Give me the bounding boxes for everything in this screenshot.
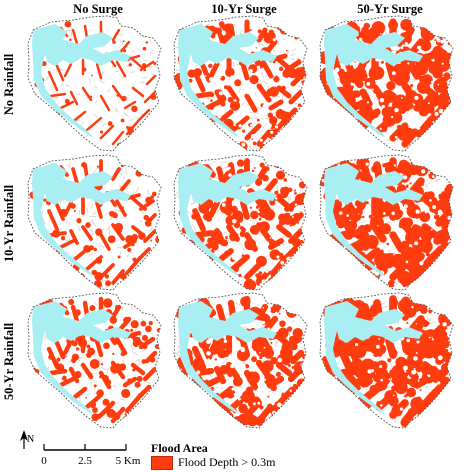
study-area-boundary xyxy=(319,292,454,429)
map-content xyxy=(28,16,161,151)
map-content xyxy=(320,293,453,428)
column-title-50yr-surge: 50-Yr Surge xyxy=(357,2,423,16)
study-area-boundary xyxy=(173,292,308,429)
column-title-10yr-surge: 10-Yr Surge xyxy=(211,2,277,16)
flood-map-panel-r2-c3 xyxy=(313,153,458,293)
flood-map-panel-r3-c3 xyxy=(313,291,458,431)
flood-map-panel-r2-c1 xyxy=(21,153,166,293)
study-area-boundary xyxy=(173,154,308,291)
flood-map-panel-r1-c3 xyxy=(313,14,458,154)
north-arrow-icon xyxy=(20,430,28,441)
scale-bar: N 0 2.5 5 Km xyxy=(20,430,141,467)
map-content xyxy=(28,293,161,428)
study-area-boundary xyxy=(319,154,454,291)
row-title-10yr-rainfall-text: 10-Yr Rainfall xyxy=(2,184,17,262)
map-content xyxy=(174,155,307,290)
row-title-no-rainfall: No Rainfall xyxy=(0,14,20,154)
flood-map-panel-r3-c1 xyxy=(21,291,166,431)
legend-swatch-flood xyxy=(151,456,173,470)
flood-map-panel-r1-c1 xyxy=(21,14,166,154)
map-content xyxy=(320,155,453,290)
study-area-boundary xyxy=(319,15,454,152)
scale-label-0: 0 xyxy=(41,455,47,467)
legend-label-flood-depth: Flood Depth > 0.3m xyxy=(178,455,276,469)
study-area-boundary xyxy=(173,15,308,152)
scale-label-2-5: 2.5 xyxy=(78,455,92,467)
legend-title: Flood Area xyxy=(151,441,208,455)
flood-map-panel-r1-c2 xyxy=(167,14,312,154)
map-content xyxy=(320,16,453,151)
map-content xyxy=(174,293,307,428)
map-content xyxy=(174,16,307,151)
row-title-50yr-rainfall: 50-Yr Rainfall xyxy=(0,291,20,431)
north-label: N xyxy=(27,434,34,445)
study-area-boundary xyxy=(27,292,162,429)
map-content xyxy=(28,155,161,290)
study-area-boundary xyxy=(27,154,162,291)
flood-map-panel-r2-c2 xyxy=(167,153,312,293)
row-title-no-rainfall-text: No Rainfall xyxy=(2,53,17,115)
row-title-10yr-rainfall: 10-Yr Rainfall xyxy=(0,153,20,293)
flood-map-panel-r3-c2 xyxy=(167,291,312,431)
column-title-no-surge: No Surge xyxy=(73,2,123,16)
study-area-boundary xyxy=(27,15,162,152)
row-title-50yr-rainfall-text: 50-Yr Rainfall xyxy=(2,322,17,400)
scale-label-5km: 5 Km xyxy=(116,455,141,467)
